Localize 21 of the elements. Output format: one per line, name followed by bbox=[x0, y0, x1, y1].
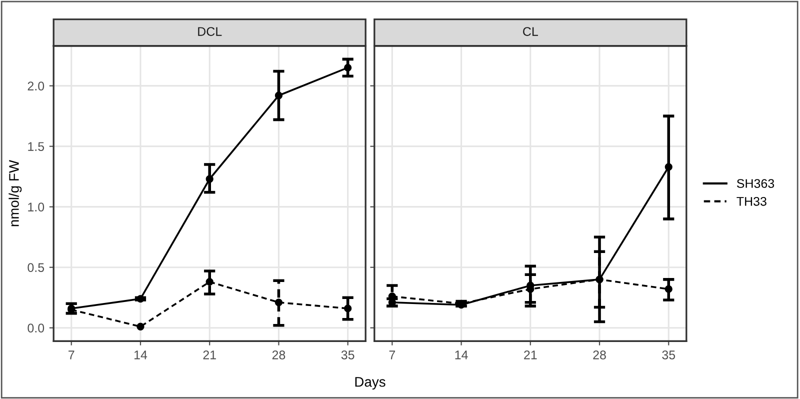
y-axis-title: nmol/g FW bbox=[8, 160, 22, 226]
y-tick-label: 1.0 bbox=[28, 202, 44, 212]
x-tick-label: 21 bbox=[524, 350, 537, 360]
y-tick-label: 2.0 bbox=[28, 82, 44, 90]
chart-title: DCL bbox=[198, 27, 222, 36]
legend-label: TH33 bbox=[736, 196, 766, 206]
x-tick-label: 7 bbox=[389, 350, 396, 360]
legend-label: SH363 bbox=[736, 179, 774, 188]
x-tick-label: 28 bbox=[593, 350, 606, 360]
x-axis-title: Days bbox=[355, 377, 386, 390]
y-tick-label: 1.5 bbox=[28, 142, 44, 151]
x-tick-label: 14 bbox=[455, 350, 468, 360]
x-tick-label: 35 bbox=[662, 350, 676, 360]
x-tick-label: 7 bbox=[68, 350, 74, 360]
x-tick-label: 28 bbox=[272, 350, 286, 360]
x-tick-label: 14 bbox=[134, 350, 148, 360]
x-tick-label: 21 bbox=[203, 350, 216, 360]
y-tick-label: 0.5 bbox=[28, 263, 44, 272]
y-tick-label: 0.0 bbox=[28, 324, 44, 332]
x-tick-label: 35 bbox=[341, 350, 354, 360]
chart-title: CL bbox=[523, 27, 538, 36]
